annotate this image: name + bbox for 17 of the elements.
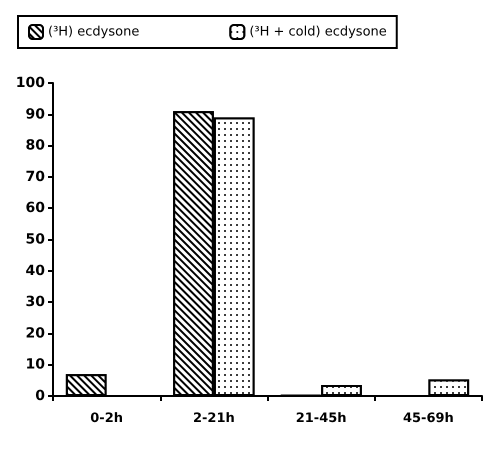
y-tick-label: 30 bbox=[26, 294, 46, 310]
y-tick-label: 40 bbox=[26, 262, 46, 279]
legend-label: (³H) ecdysone bbox=[48, 24, 140, 40]
y-tick-label: 50 bbox=[26, 232, 46, 248]
x-tick-label: 2-21h bbox=[192, 411, 235, 426]
x-tick-label: 21-45h bbox=[296, 411, 347, 426]
x-tick-label: 0-2h bbox=[90, 411, 123, 426]
y-tick-label: 70 bbox=[26, 168, 46, 185]
y-tick-label: 10 bbox=[26, 356, 46, 373]
y-tick-label: 100 bbox=[16, 75, 46, 91]
y-tick-label: 0 bbox=[35, 388, 46, 404]
y-tick-label: 60 bbox=[26, 200, 46, 216]
y-tick-label: 90 bbox=[26, 106, 46, 122]
y-tick-label: 20 bbox=[26, 325, 46, 342]
y-tick-label: 80 bbox=[26, 138, 46, 154]
x-tick-label: 45-69h bbox=[402, 411, 454, 426]
legend-label: (³H + cold) ecdysone bbox=[249, 24, 387, 40]
